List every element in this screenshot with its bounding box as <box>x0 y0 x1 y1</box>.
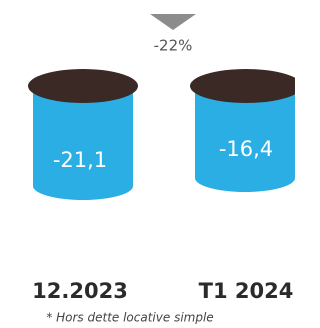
value-label: -16,4 <box>219 137 273 161</box>
cylinder-top <box>28 69 138 103</box>
down-arrow <box>150 14 196 30</box>
cylinder-body <box>33 92 133 200</box>
period-label: T1 2024 <box>199 279 294 303</box>
change-label: -22% <box>154 37 193 55</box>
value-label: -21,1 <box>53 148 107 172</box>
period-label: 12.2023 <box>32 279 128 303</box>
footnote: * Hors dette locative simple <box>46 311 213 325</box>
infographic: -22% -21,1 -16,4 12.2023 T1 2024 * Hors … <box>0 0 295 328</box>
cylinder: -21,1 <box>28 69 138 200</box>
cylinder: -16,4 <box>190 69 295 192</box>
